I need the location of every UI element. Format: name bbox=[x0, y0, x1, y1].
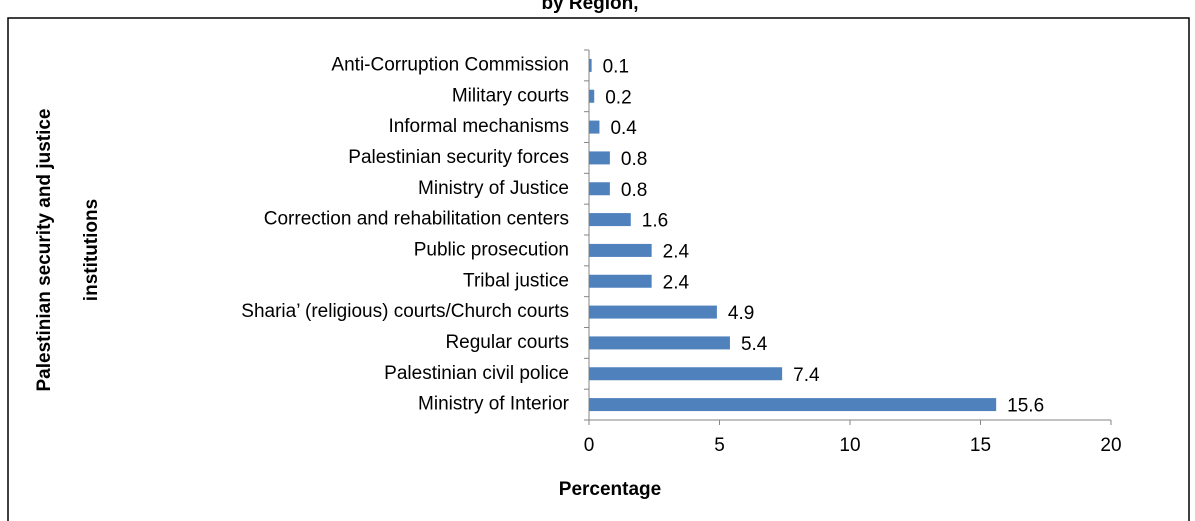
value-label: 1.6 bbox=[642, 211, 668, 232]
y-tick-label: Ministry of Justice bbox=[418, 178, 569, 199]
bar bbox=[589, 58, 592, 72]
y-tick-label: Informal mechanisms bbox=[388, 116, 569, 137]
y-axis-label: institutions bbox=[81, 199, 102, 301]
bar bbox=[589, 336, 730, 350]
bar bbox=[589, 274, 652, 288]
y-tick-label: Anti-Corruption Commission bbox=[331, 54, 569, 75]
bar bbox=[589, 120, 600, 134]
value-label: 5.4 bbox=[741, 334, 768, 355]
value-label: 2.4 bbox=[663, 241, 690, 262]
x-tick-label: 5 bbox=[714, 435, 725, 456]
y-tick-label: Tribal justice bbox=[463, 270, 569, 291]
value-label: 0.1 bbox=[603, 56, 629, 77]
y-tick-label: Sharia’ (religious) courts/Church courts bbox=[241, 301, 569, 322]
y-tick-label: Public prosecution bbox=[414, 239, 569, 260]
bar bbox=[589, 182, 610, 196]
value-label: 0.2 bbox=[605, 87, 631, 108]
bar bbox=[589, 243, 652, 257]
value-label: 0.8 bbox=[621, 180, 647, 201]
y-tick-label: Military courts bbox=[452, 85, 569, 106]
value-label: 0.4 bbox=[610, 118, 637, 139]
x-axis-label: Percentage bbox=[559, 479, 661, 500]
value-label: 7.4 bbox=[793, 365, 820, 386]
bar bbox=[589, 398, 997, 412]
value-label: 4.9 bbox=[728, 303, 754, 324]
x-tick-label: 10 bbox=[839, 435, 860, 456]
bar bbox=[589, 367, 783, 381]
value-label: 2.4 bbox=[663, 272, 690, 293]
y-axis-label: Palestinian security and justice bbox=[34, 109, 55, 392]
x-tick-label: 0 bbox=[584, 435, 595, 456]
y-tick-label: Ministry of Interior bbox=[418, 394, 570, 415]
x-tick-label: 20 bbox=[1100, 435, 1121, 456]
bar bbox=[589, 89, 595, 103]
y-tick-label: Palestinian civil police bbox=[384, 363, 569, 384]
chart-title: by Region, bbox=[541, 0, 638, 14]
x-tick-label: 15 bbox=[970, 435, 991, 456]
y-tick-label: Correction and rehabilitation centers bbox=[264, 209, 569, 230]
chart-frame bbox=[7, 17, 1190, 521]
y-tick-label: Palestinian security forces bbox=[348, 147, 569, 168]
bar bbox=[589, 213, 631, 227]
y-tick-label: Regular courts bbox=[445, 332, 569, 353]
bar bbox=[589, 151, 610, 165]
bar bbox=[589, 305, 717, 319]
value-label: 0.8 bbox=[621, 149, 647, 170]
value-label: 15.6 bbox=[1007, 396, 1044, 417]
